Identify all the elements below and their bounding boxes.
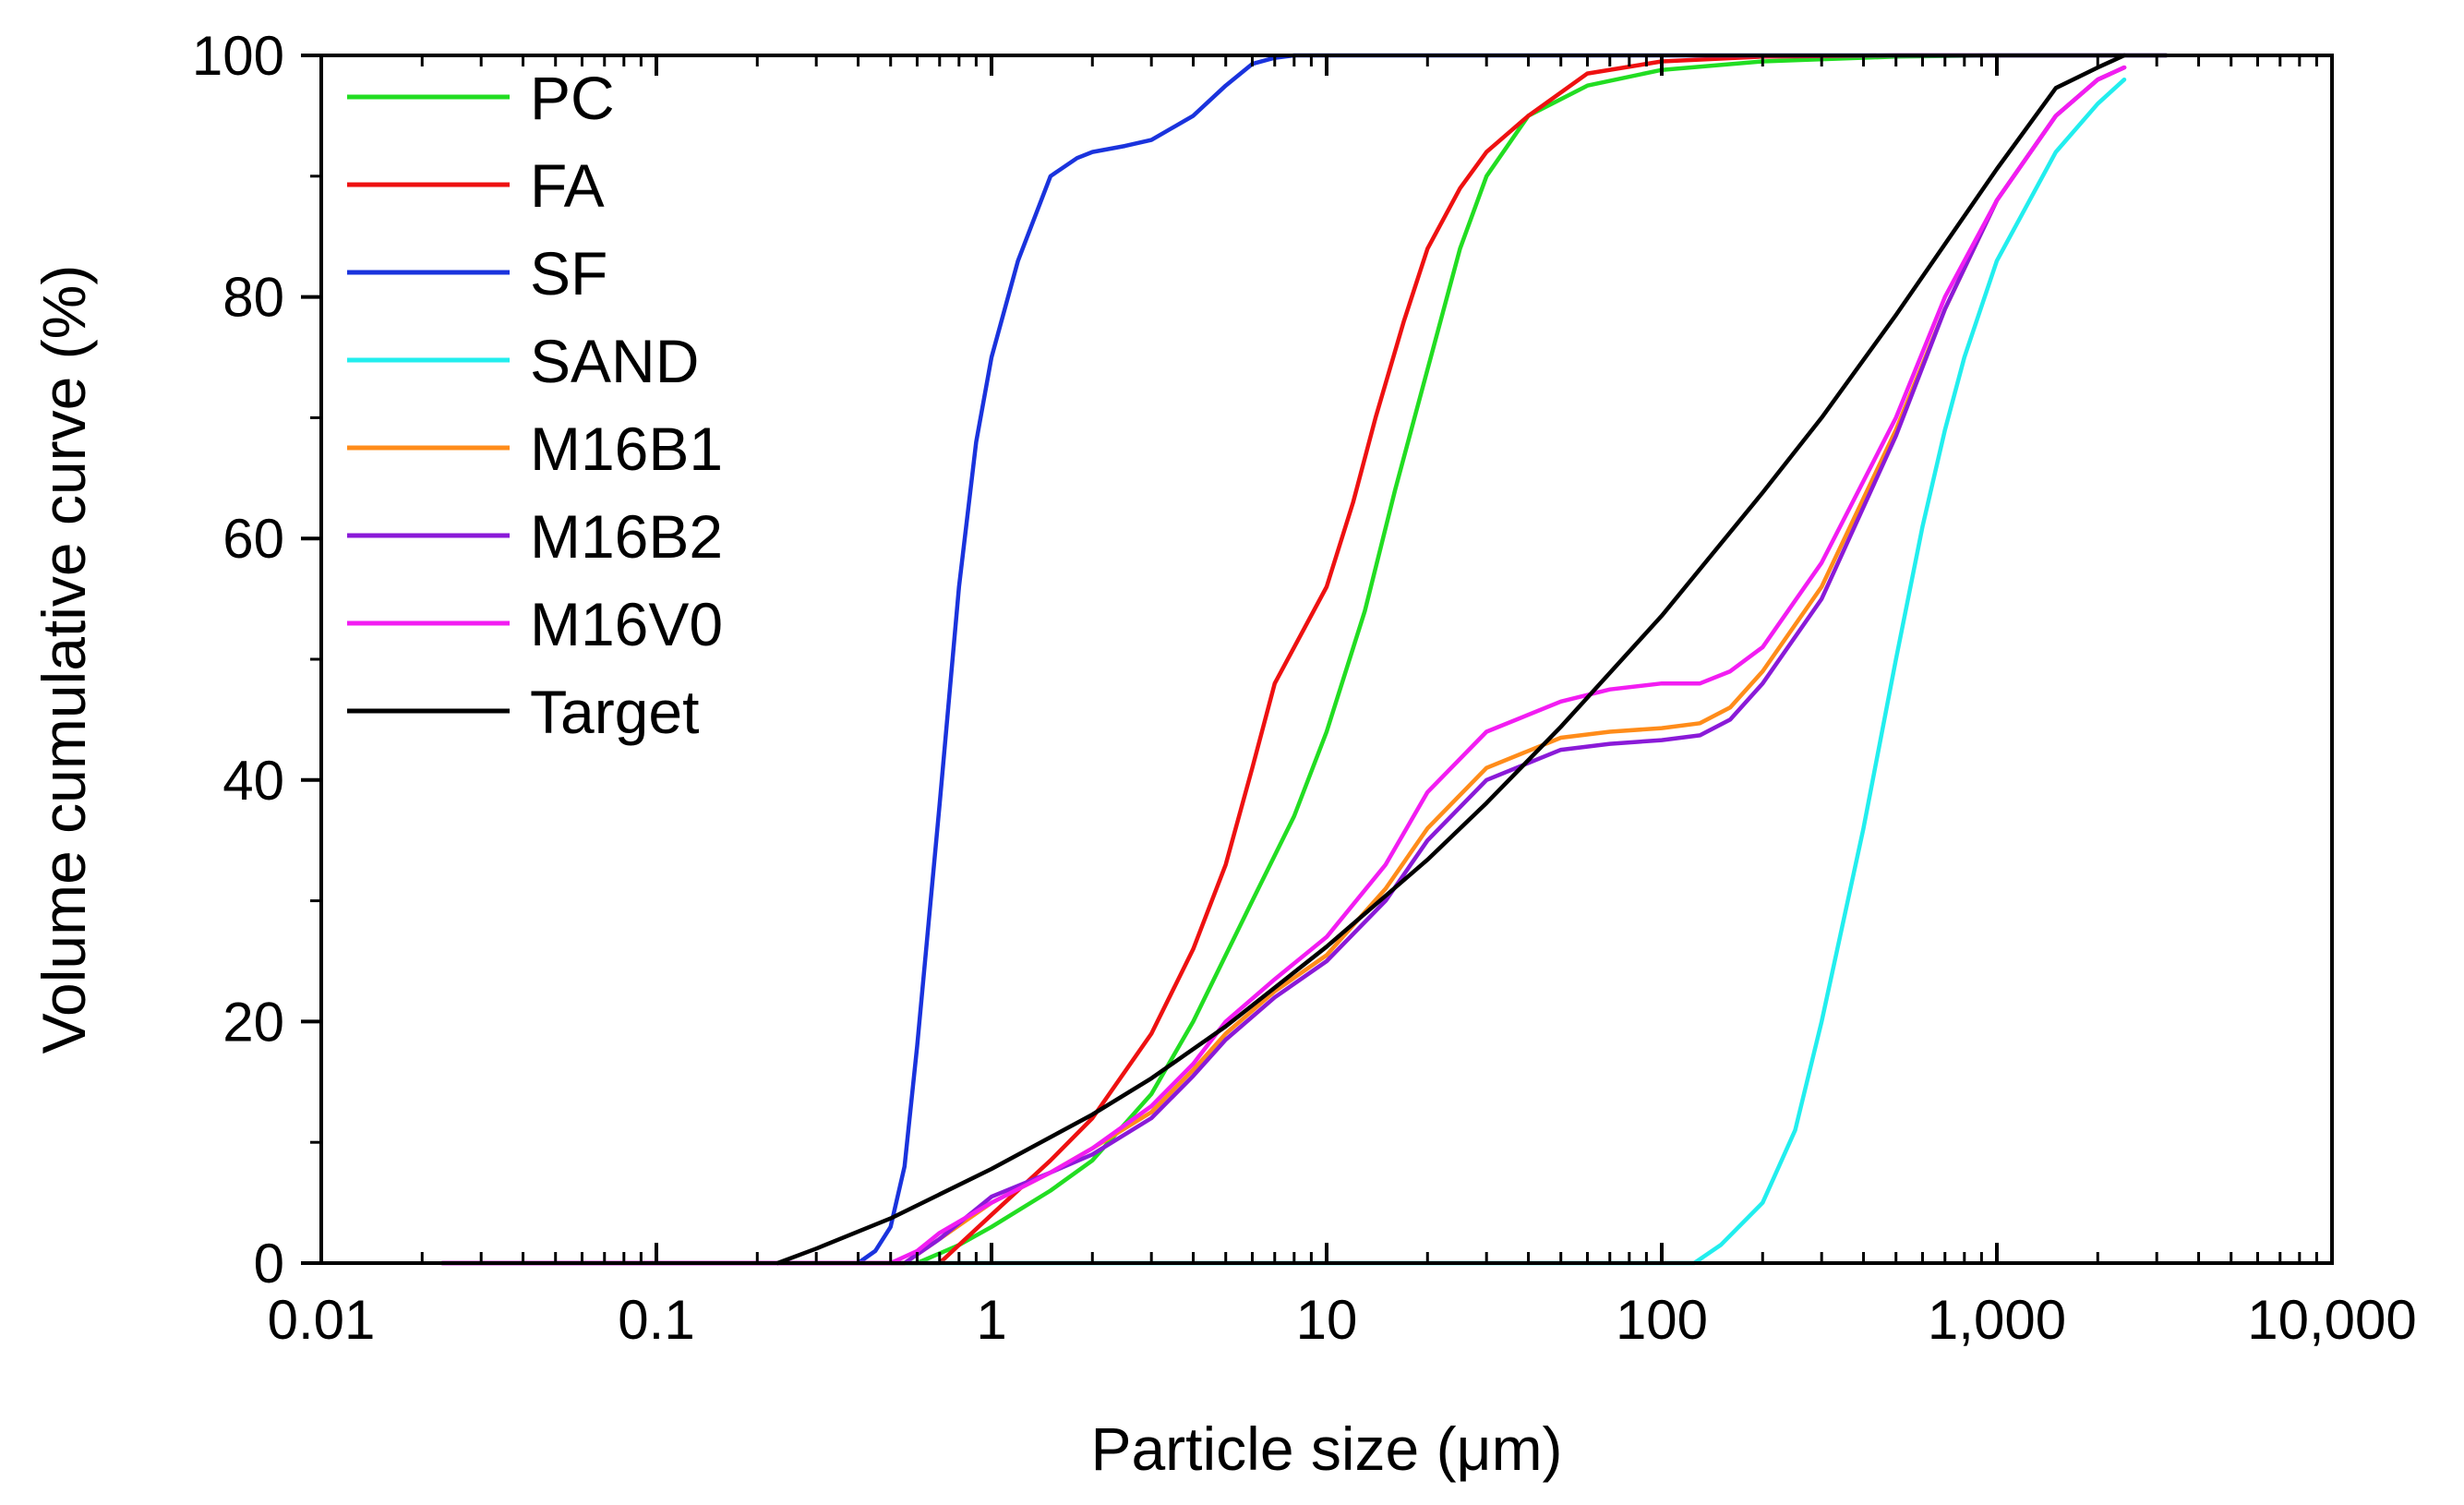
legend-label-target: Target xyxy=(530,678,699,746)
legend-label-pc: PC xyxy=(530,64,615,132)
x-axis-title: Particle size (μm) xyxy=(1090,1415,1562,1483)
legend-label-fa: FA xyxy=(530,151,605,220)
legend-label-sand: SAND xyxy=(530,327,699,395)
series-line-pc xyxy=(440,53,2169,1266)
y-tick-label: 100 xyxy=(192,25,284,87)
y-tick-label: 80 xyxy=(222,267,284,329)
series-line-sf xyxy=(440,53,2169,1266)
x-tick-label: 10 xyxy=(1296,1289,1358,1351)
y-tick-label: 40 xyxy=(222,750,284,812)
legend-label-sf: SF xyxy=(530,239,607,307)
legend-label-m16v0: M16V0 xyxy=(530,590,723,658)
legend: PC FA SF SAND M16B1 M16B2 M16V0 Target xyxy=(347,64,723,746)
axis-layer: 0.01 0.1 1 10 100 1,000 10,000 0 20 40 60 80 100 xyxy=(192,25,2417,1351)
x-tick-label: 10,000 xyxy=(2247,1289,2417,1351)
x-tick-label: 1 xyxy=(976,1289,1006,1351)
legend-label-m16b1: M16B1 xyxy=(530,415,723,483)
y-tick-label: 60 xyxy=(222,508,284,570)
y-tick-label: 0 xyxy=(254,1233,284,1294)
y-axis-title: Volume cumulative curve (%) xyxy=(30,265,98,1054)
series-line-sand xyxy=(440,77,2127,1266)
x-tick-label: 0.01 xyxy=(268,1289,376,1351)
y-tick-label: 20 xyxy=(222,991,284,1053)
plot-frame xyxy=(319,54,2334,1265)
x-tick-label: 1,000 xyxy=(1928,1289,2066,1351)
series-line-m16v0 xyxy=(440,65,2127,1266)
x-tick-label: 100 xyxy=(1616,1289,1708,1351)
x-tick-label: 0.1 xyxy=(618,1289,694,1351)
legend-label-m16b2: M16B2 xyxy=(530,502,723,571)
series-line-target xyxy=(775,53,2127,1266)
series-layer xyxy=(440,53,2169,1266)
